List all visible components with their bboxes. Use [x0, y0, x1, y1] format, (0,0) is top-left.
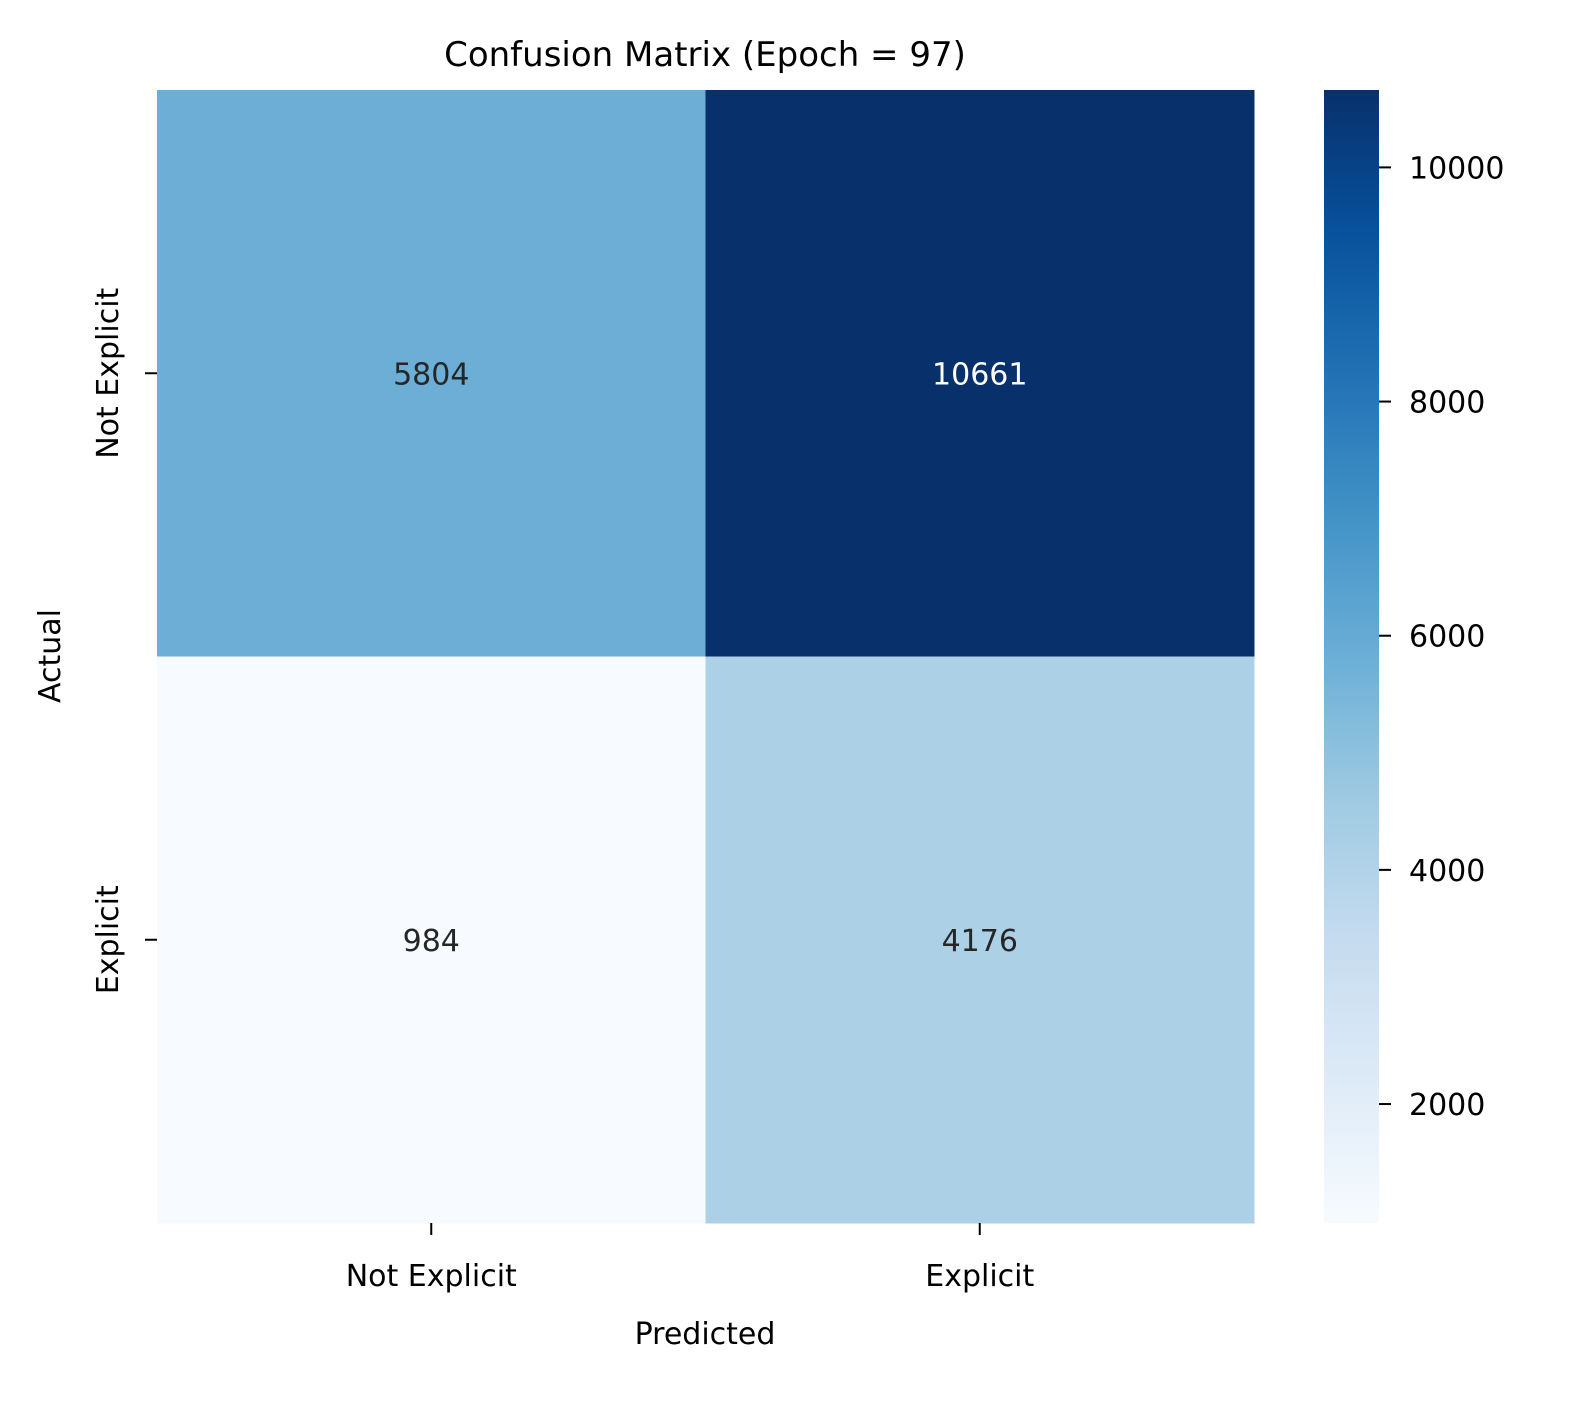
chart-title: Confusion Matrix (Epoch = 97) [444, 35, 966, 75]
x-tick-label: Explicit [925, 1259, 1034, 1294]
colorbar-tick-label: 8000 [1409, 386, 1485, 421]
cell-value-label: 984 [403, 924, 460, 959]
heatmap-cell [705, 90, 1255, 657]
y-axis-ticks: Not Explicit Explicit [91, 287, 157, 994]
colorbar-tick-label: 10000 [1409, 151, 1504, 186]
heatmap-cell-labels: 5804 10661 984 4176 [393, 357, 1027, 959]
heatmap-cell [157, 656, 706, 1224]
colorbar-tick-label: 4000 [1409, 854, 1485, 889]
cell-value-label: 10661 [932, 357, 1027, 392]
heatmap-grid [157, 90, 1255, 1224]
colorbar [1324, 90, 1379, 1223]
colorbar-ticks: 2000 4000 6000 8000 10000 [1379, 151, 1504, 1123]
x-tick-label: Not Explicit [346, 1259, 517, 1294]
y-tick-label: Explicit [91, 885, 126, 994]
cell-value-label: 5804 [393, 357, 469, 392]
colorbar-tick-label: 6000 [1409, 620, 1485, 655]
y-tick-label: Not Explicit [91, 287, 126, 458]
y-axis-label: Actual [33, 609, 68, 703]
x-axis-label: Predicted [635, 1317, 776, 1352]
cell-value-label: 4176 [942, 924, 1018, 959]
x-axis-ticks: Not Explicit Explicit [346, 1223, 1034, 1294]
heatmap-cell [157, 90, 706, 657]
heatmap-cell [705, 656, 1255, 1224]
colorbar-tick-label: 2000 [1409, 1088, 1485, 1123]
